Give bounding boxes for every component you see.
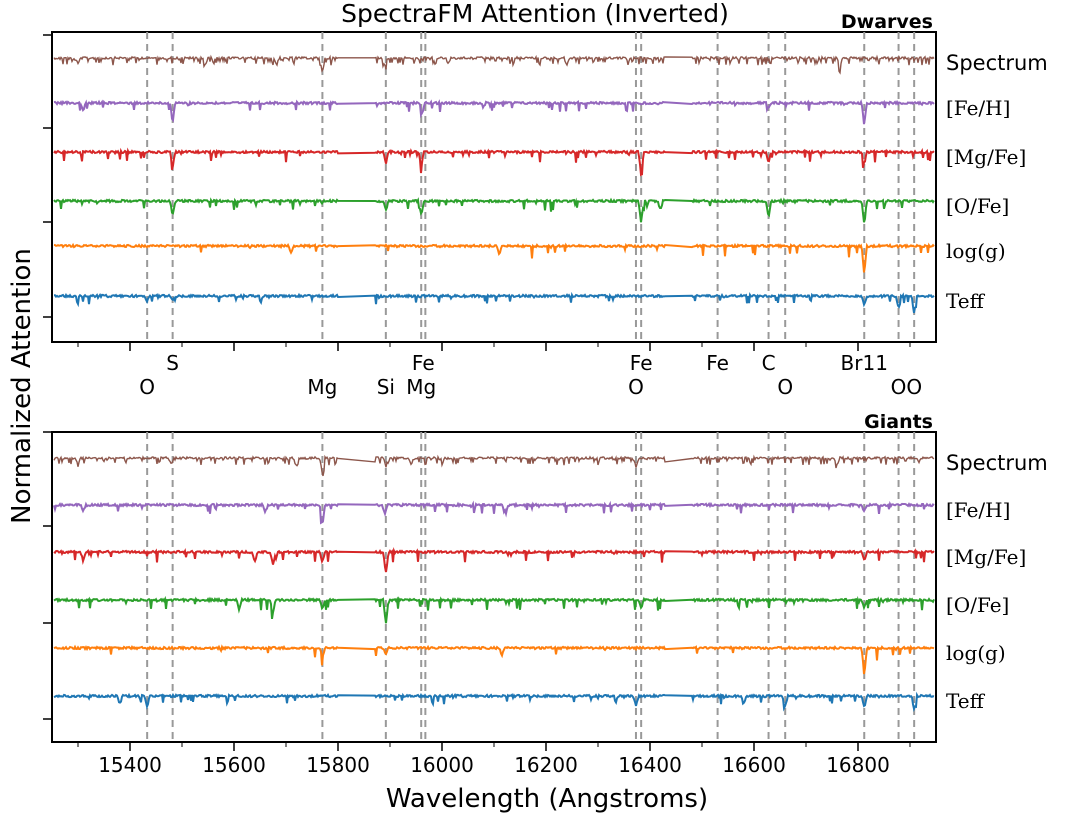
x-tick-label: 15600 bbox=[202, 753, 266, 777]
x-tick-label: 15800 bbox=[306, 753, 370, 777]
x-tick-label: 16600 bbox=[722, 753, 786, 777]
x-tick-label: 16200 bbox=[514, 753, 578, 777]
series-trace bbox=[53, 691, 935, 712]
panel-title-dwarves: Dwarves bbox=[841, 11, 933, 33]
series-trace bbox=[53, 547, 935, 573]
element-label: Fe bbox=[630, 351, 653, 375]
element-label: Si bbox=[377, 375, 395, 399]
x-tick-label: 15400 bbox=[98, 753, 162, 777]
series-trace bbox=[53, 242, 935, 273]
series-label: Spectrum bbox=[946, 51, 1048, 75]
series-trace bbox=[53, 595, 935, 624]
element-label: Mg bbox=[406, 375, 436, 399]
x-tick-label: 16800 bbox=[826, 753, 890, 777]
series-trace bbox=[53, 197, 935, 223]
element-label: Br11 bbox=[841, 351, 888, 375]
series-label: log(g) bbox=[946, 239, 1006, 263]
series-trace bbox=[54, 291, 935, 313]
y-axis-label: Normalized Attention bbox=[7, 248, 37, 524]
x-tick-label: 16000 bbox=[410, 753, 474, 777]
series-trace bbox=[53, 454, 935, 477]
element-label: O bbox=[777, 375, 793, 399]
series-trace bbox=[53, 500, 935, 525]
element-label: OO bbox=[891, 375, 922, 399]
series-label: Teff bbox=[946, 289, 986, 313]
x-tick-label: 16400 bbox=[618, 753, 682, 777]
series-label: Spectrum bbox=[946, 451, 1048, 475]
element-label: Mg bbox=[307, 375, 337, 399]
series-trace bbox=[53, 54, 935, 75]
giants-panel: Giants Spectrum [Fe/H] [Mg/Fe] [O/Fe] log(g)… bbox=[43, 411, 1048, 751]
series-label: log(g) bbox=[946, 641, 1006, 665]
dwarves-panel: Dwarves Spectrum [Fe/H] [Mg/Fe] [O/Fe] log(g… bbox=[43, 11, 1048, 351]
element-label: Fe bbox=[412, 351, 435, 375]
series-label: [O/Fe] bbox=[946, 194, 1009, 218]
series-label: [Fe/H] bbox=[946, 96, 1010, 120]
panel-title-giants: Giants bbox=[864, 411, 933, 433]
chart-title: SpectraFM Attention (Inverted) bbox=[341, 0, 729, 28]
series-label: [Fe/H] bbox=[946, 498, 1010, 522]
element-label: Fe bbox=[706, 351, 729, 375]
element-label: O bbox=[628, 375, 644, 399]
element-label: O bbox=[139, 375, 155, 399]
x-axis-ticks: 15400 15600 15800 16000 16200 16400 16600 16800 bbox=[98, 753, 890, 777]
element-label: C bbox=[762, 351, 776, 375]
series-label: [Mg/Fe] bbox=[946, 145, 1026, 169]
series-trace bbox=[53, 147, 935, 177]
element-label: S bbox=[166, 351, 179, 375]
series-trace bbox=[53, 644, 935, 675]
x-axis-label: Wavelength (Angstroms) bbox=[386, 784, 708, 814]
series-trace bbox=[53, 99, 935, 125]
series-label: [Mg/Fe] bbox=[946, 545, 1026, 569]
series-label: [O/Fe] bbox=[946, 593, 1009, 617]
series-label: Teff bbox=[946, 689, 986, 713]
